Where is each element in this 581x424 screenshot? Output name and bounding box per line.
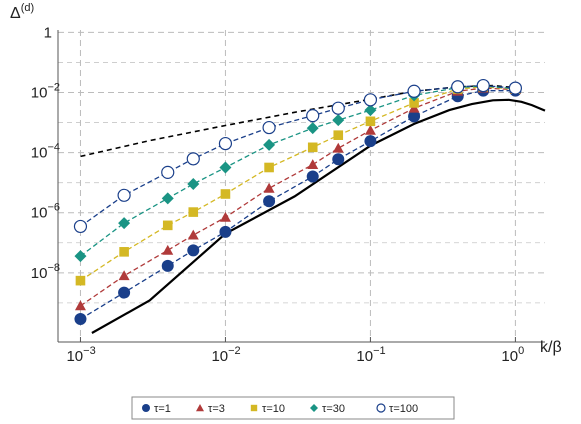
series-line-2: [80, 86, 516, 282]
data-point: [332, 153, 345, 166]
data-point: [161, 165, 175, 179]
data-point: [263, 138, 276, 151]
series-line-4: [80, 84, 516, 227]
data-point: [476, 78, 490, 93]
reference-curve-solid: [91, 98, 546, 334]
data-point: [186, 152, 200, 166]
y-tick-label: 1: [44, 24, 52, 41]
data-point: [508, 81, 523, 95]
y-tick-label: 10−4: [31, 142, 60, 162]
x-tick-label: 10−2: [211, 345, 240, 365]
data-point: [332, 142, 344, 153]
data-point: [408, 110, 421, 123]
data-point: [307, 159, 319, 169]
data-point: [117, 188, 131, 202]
legend-label: τ=30: [322, 403, 345, 415]
data-point: [119, 247, 129, 257]
data-point: [74, 300, 86, 311]
data-point: [262, 120, 276, 135]
legend-box: [131, 396, 455, 420]
data-point: [332, 114, 345, 127]
legend-marker: [250, 404, 258, 412]
data-point: [306, 109, 320, 123]
data-point: [407, 84, 421, 98]
series-points: [73, 78, 523, 326]
data-point: [333, 130, 344, 140]
legend-marker: [196, 404, 204, 412]
data-point: [161, 259, 174, 272]
legend-label: τ=3: [208, 403, 225, 415]
data-point: [219, 211, 231, 222]
series-lines: [80, 84, 516, 320]
data-point: [364, 135, 377, 148]
x-axis-label: k/β: [540, 339, 562, 356]
data-point: [74, 313, 87, 326]
series-line-0: [80, 90, 516, 320]
series-line-3: [80, 85, 516, 257]
data-point: [162, 220, 173, 231]
legend-marker: [142, 404, 150, 412]
data-point: [409, 98, 419, 108]
data-point: [365, 116, 376, 127]
axes: [57, 30, 545, 343]
y-axis-label: Δ(d): [10, 2, 34, 22]
data-point: [75, 275, 86, 286]
legend-label: τ=10: [262, 403, 285, 415]
data-point: [263, 195, 276, 208]
legend: τ=1 τ=3 τ=10 τ=30 τ=100: [131, 396, 455, 420]
data-point: [363, 93, 378, 107]
x-tick-label: 10−3: [66, 345, 95, 365]
tick-labels: 1 10−2 10−4 10−6 10−8 10−3 10−2 10−1 100: [31, 24, 524, 365]
data-point: [263, 182, 275, 193]
data-point: [118, 270, 130, 281]
data-point: [187, 229, 199, 240]
reference-curve-dashed: [80, 84, 516, 158]
data-point: [306, 122, 319, 135]
legend-label: τ=100: [389, 403, 418, 415]
data-point: [162, 244, 174, 255]
data-point: [220, 189, 231, 199]
y-tick-label: 10−2: [31, 81, 60, 101]
legend-marker: [376, 403, 386, 413]
data-point: [118, 217, 131, 230]
data-point: [219, 225, 232, 238]
data-point: [188, 207, 199, 217]
data-point: [118, 286, 131, 299]
data-point: [187, 178, 200, 191]
data-point: [364, 124, 376, 135]
y-axis-label-main: Δ: [10, 5, 21, 22]
data-point: [331, 101, 345, 115]
data-point: [306, 170, 319, 183]
data-point: [161, 192, 174, 205]
y-tick-label: 10−8: [31, 262, 60, 282]
y-tick-label: 10−6: [31, 202, 60, 222]
data-point: [218, 136, 233, 151]
x-tick-label: 10−1: [356, 345, 385, 365]
data-point: [451, 80, 465, 94]
y-axis-label-sup: (d): [21, 2, 34, 14]
data-point: [264, 162, 274, 173]
data-point: [364, 104, 377, 117]
x-tick-label: 100: [501, 345, 524, 365]
data-point: [307, 142, 318, 153]
data-point: [219, 161, 232, 174]
data-point: [73, 219, 88, 234]
legend-marker: [310, 404, 318, 412]
grid: [58, 30, 545, 342]
data-point: [74, 250, 87, 263]
data-point: [187, 244, 200, 257]
legend-label: τ=1: [154, 403, 171, 415]
